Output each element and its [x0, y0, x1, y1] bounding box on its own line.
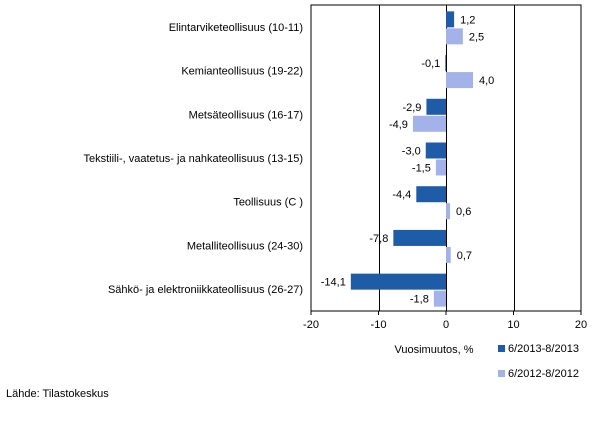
category-label: Metalliteollisuus (24-30) — [187, 240, 303, 252]
x-axis-title: Vuosimuutos, % — [394, 344, 473, 356]
bars — [350, 11, 473, 307]
value-labels: 1,2 2,5 -0,1 4,0 -2,9 -4,9 -3,0 -1,5 -4,4 0,6 -7,8… — [321, 14, 495, 305]
data-label: -0,1 — [421, 58, 440, 70]
category-label: Teollisuus (C ) — [233, 197, 303, 209]
legend-label: 6/2013-8/2013 — [508, 343, 579, 355]
data-label: 2,5 — [469, 31, 484, 43]
category-label: Sähkö- ja elektroniikkateollisuus (26-27… — [108, 284, 303, 296]
data-label: 4,0 — [479, 75, 494, 87]
legend-label: 6/2012-8/2012 — [508, 368, 579, 380]
bar — [435, 159, 446, 176]
legend-swatch — [498, 345, 505, 352]
bar — [416, 186, 446, 203]
data-label: -7,8 — [369, 233, 388, 245]
bar — [446, 11, 455, 28]
data-label: 0,7 — [457, 250, 472, 262]
data-label: -1,8 — [410, 294, 429, 306]
category-label: Elintarviketeollisuus (10-11) — [169, 22, 303, 34]
x-axis: -20 -10 0 10 20 — [303, 311, 587, 331]
bar — [445, 55, 446, 72]
bar — [446, 246, 451, 263]
bar — [446, 28, 463, 45]
bar — [446, 203, 451, 220]
category-label: Tekstiili-, vaatetus- ja nahkateollisuus… — [84, 153, 304, 165]
category-label: Kemianteollisuus (19-22) — [181, 66, 303, 78]
bar — [412, 115, 446, 132]
data-label: -2,9 — [402, 102, 421, 114]
bar — [425, 142, 446, 159]
x-tick-label: 10 — [507, 319, 519, 331]
source-note: Lähde: Tilastokeskus — [6, 388, 109, 400]
legend: 6/2013-8/2013 6/2012-8/2012 — [498, 343, 579, 380]
category-labels: Elintarviketeollisuus (10-11) Kemianteoll… — [84, 22, 304, 296]
data-label: 0,6 — [456, 206, 471, 218]
category-label: Metsäteollisuus (16-17) — [189, 109, 303, 121]
x-tick-label: 20 — [575, 319, 587, 331]
data-label: -1,5 — [412, 163, 431, 175]
data-label: 1,2 — [460, 14, 475, 26]
data-label: -14,1 — [321, 277, 346, 289]
data-label: -4,4 — [392, 189, 411, 201]
bar — [350, 273, 446, 290]
bar — [446, 72, 473, 89]
legend-swatch — [498, 370, 505, 377]
data-label: -3,0 — [402, 146, 421, 158]
bar — [433, 290, 446, 307]
bar — [426, 98, 446, 115]
data-label: -4,9 — [389, 119, 408, 131]
x-tick-label: 0 — [443, 319, 449, 331]
x-tick-label: -20 — [303, 319, 319, 331]
x-tick-label: -10 — [371, 319, 387, 331]
bar — [393, 229, 446, 246]
